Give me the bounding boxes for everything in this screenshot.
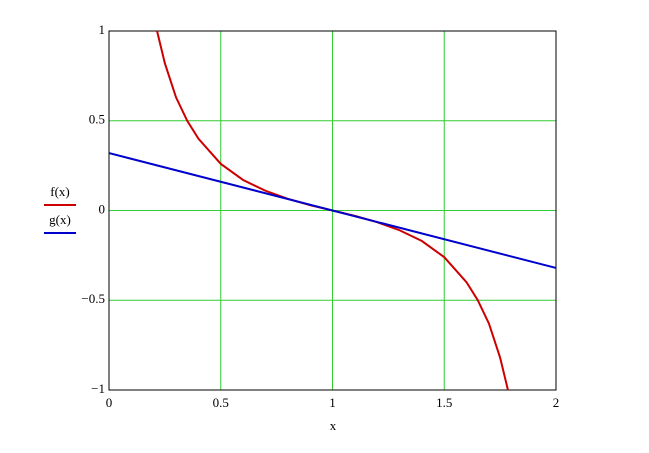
y-tick-label: 0.5: [89, 112, 105, 127]
x-tick-label: 1: [329, 395, 336, 410]
x-axis-label: x: [330, 418, 337, 433]
series-line: [108, 152, 557, 269]
y-tick-label: −1: [91, 381, 105, 396]
y-tick-label: 0: [99, 201, 106, 216]
x-tick-label: 0: [106, 395, 113, 410]
x-tick-label: 0.5: [213, 395, 229, 410]
x-tick-label: 1.5: [436, 395, 452, 410]
x-tick-label: 2: [553, 395, 560, 410]
plot-frame: [108, 30, 557, 391]
legend-label: g(x): [49, 212, 71, 227]
y-tick-label: 1: [99, 22, 106, 37]
y-tick-label: −0.5: [81, 291, 105, 306]
legend-label: f(x): [50, 184, 70, 199]
